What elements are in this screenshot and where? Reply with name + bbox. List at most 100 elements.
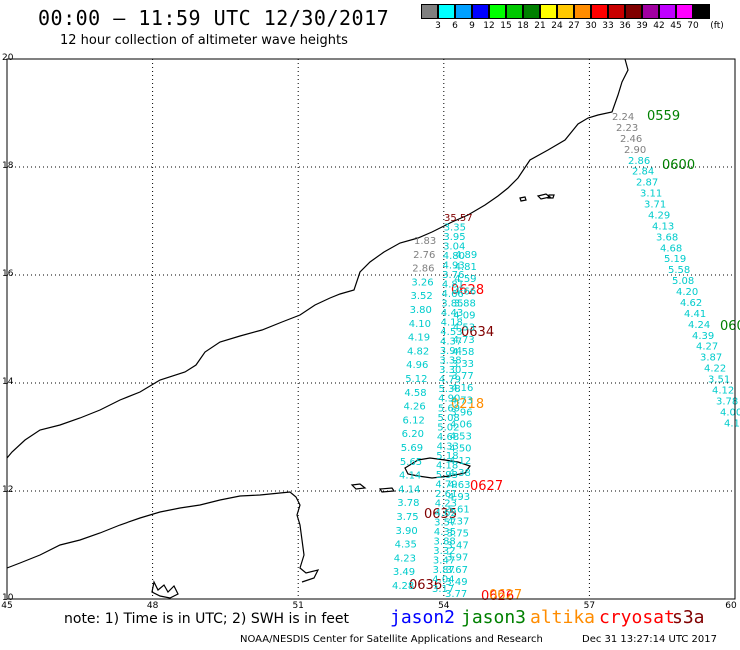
track-value-label: 4.39 bbox=[692, 331, 714, 342]
track-value-label: 4.53 bbox=[450, 432, 472, 443]
track-time-label: 0627 bbox=[489, 588, 522, 603]
track-value-label: 6.12 bbox=[403, 415, 425, 426]
track-value-label: 5.38 bbox=[438, 384, 460, 395]
colorbar-swatch bbox=[591, 4, 608, 19]
track-value-label: 3.87 bbox=[433, 565, 455, 576]
colorbar-label: 18 bbox=[517, 21, 529, 31]
colorbar-label: 36 bbox=[619, 21, 631, 31]
track-value-label: 4.81 bbox=[455, 262, 477, 273]
track-value-label: 3.90 bbox=[396, 526, 418, 537]
track-value-label: 4.89 bbox=[455, 250, 477, 261]
track-time-label: 0635 bbox=[424, 507, 457, 522]
track-value-label: 4.12 bbox=[712, 385, 734, 396]
track-value-label: 4.68 bbox=[437, 432, 459, 443]
satellite-tracks: 2.242.232.462.902.862.842.873.113.714.29… bbox=[392, 109, 740, 604]
track-value-label: 4.35 bbox=[395, 540, 417, 551]
track-value-label: 4.16 bbox=[451, 383, 473, 394]
track-value-label: 2.86 bbox=[412, 264, 434, 275]
track-value-label: 4.37 bbox=[440, 337, 462, 348]
longitude-label: 51 bbox=[292, 601, 304, 611]
track-value-label: 3.75 bbox=[396, 512, 418, 523]
track-value-label: 4.10 bbox=[409, 319, 431, 330]
generated-timestamp: Dec 31 13:27:14 UTC 2017 bbox=[582, 634, 717, 645]
track-value-label: 4.33 bbox=[437, 441, 459, 452]
track-value-label: 2.90 bbox=[624, 145, 646, 156]
track-value-label: 4.96 bbox=[406, 360, 428, 371]
track-value-label: 3.88 bbox=[434, 536, 456, 547]
track-value-label: 3.94 bbox=[440, 346, 462, 357]
track-value-label: 4.00 bbox=[720, 407, 740, 418]
track-value-label: 4.53 bbox=[440, 327, 462, 338]
track-value-label: 5.65 bbox=[400, 457, 422, 468]
track-value-label: 5.19 bbox=[664, 254, 686, 265]
track-value-label: 3.95 bbox=[443, 232, 465, 243]
coastline-segment bbox=[547, 194, 555, 199]
colorbar-swatch bbox=[489, 4, 506, 19]
track-value-label: 4.73 bbox=[451, 395, 473, 406]
colorbar-label: 12 bbox=[483, 21, 495, 31]
colorbar-swatch bbox=[693, 4, 710, 19]
colorbar-swatch bbox=[642, 4, 659, 19]
track-value-label: 4.79 bbox=[435, 479, 457, 490]
colorbar-label: 15 bbox=[500, 21, 512, 31]
track-value-label: 3.51 bbox=[708, 375, 730, 386]
track-value-label: 4.06 bbox=[450, 420, 472, 431]
track-value-label: 3.77 bbox=[451, 371, 473, 382]
track-value-label: 3.47 bbox=[446, 541, 468, 552]
coastline-segment bbox=[404, 457, 471, 479]
track-value-label: 3.57 bbox=[434, 517, 456, 528]
colorbar-swatch bbox=[676, 4, 693, 19]
track-value-label: 5.93 bbox=[436, 470, 458, 481]
track-value-label: 2.24 bbox=[612, 112, 634, 123]
track-value-label: 4.62 bbox=[434, 508, 456, 519]
track-value-label: 1.83 bbox=[414, 236, 436, 247]
track-value-label: 4.35 bbox=[434, 527, 456, 538]
track-value-label: 4.14 bbox=[398, 484, 420, 495]
coastline bbox=[6, 58, 629, 599]
lat-lon-grid bbox=[7, 59, 735, 599]
longitude-label: 45 bbox=[1, 601, 13, 611]
track-value-label: 4.58 bbox=[404, 388, 426, 399]
track-time-label: 0218 bbox=[451, 397, 484, 412]
footer-note: note: 1) Time is in UTC; 2) SWH is in fe… bbox=[64, 611, 350, 627]
track-value-label: 3.17 bbox=[432, 584, 454, 595]
colorbar-label: 39 bbox=[636, 21, 648, 31]
track-value-label: 5.58 bbox=[668, 265, 690, 276]
track-value-label: 3.52 bbox=[410, 291, 432, 302]
track-value-label: 4.53 bbox=[453, 323, 475, 334]
track-value-label: 35.57 bbox=[444, 213, 473, 224]
colorbar-swatch bbox=[523, 4, 540, 19]
track-value-label: 3.88 bbox=[454, 298, 476, 309]
colorbar-swatch bbox=[455, 4, 472, 19]
track-value-label: 4.62 bbox=[680, 298, 702, 309]
track-value-label: 3.32 bbox=[433, 546, 455, 557]
track-value-label: 3.97 bbox=[446, 553, 468, 564]
track-value-label: 4.14 bbox=[399, 471, 421, 482]
colorbar-label: 9 bbox=[469, 21, 475, 31]
track-time-label: 0634 bbox=[461, 325, 494, 340]
track-value-label: 4.66 bbox=[442, 289, 464, 300]
track-value-label: 4.18 bbox=[436, 460, 458, 471]
track-value-label: 4.04 bbox=[432, 574, 454, 585]
colorbar-label: 30 bbox=[585, 21, 597, 31]
colorbar-label: 27 bbox=[568, 21, 580, 31]
latitude-label: 16 bbox=[2, 269, 14, 279]
map-subtitle: 12 hour collection of altimeter wave hei… bbox=[60, 33, 348, 48]
track-value-label: 4.15 bbox=[724, 418, 740, 429]
colorbar-swatch bbox=[540, 4, 557, 19]
track-value-label: 4.79 bbox=[439, 375, 461, 386]
colorbar-swatch bbox=[506, 4, 523, 19]
track-value-label: 4.41 bbox=[684, 309, 706, 320]
track-value-label: 4.82 bbox=[407, 346, 429, 357]
legend-cryosat: cryosat bbox=[599, 607, 675, 628]
credit-line: NOAA/NESDIS Center for Satellite Applica… bbox=[240, 634, 543, 645]
track-time-label: 0636 bbox=[409, 578, 442, 593]
track-value-label: 4.28 bbox=[392, 581, 414, 592]
track-value-label: 6.20 bbox=[402, 429, 424, 440]
colorbar-unit: (ft) bbox=[710, 21, 724, 31]
colorbar-label: 42 bbox=[653, 21, 665, 31]
track-value-label: 3.35 bbox=[444, 223, 466, 234]
track-value-label: 4.59 bbox=[454, 274, 476, 285]
track-time-label: 060 bbox=[720, 319, 740, 334]
colorbar-swatch bbox=[472, 4, 489, 19]
